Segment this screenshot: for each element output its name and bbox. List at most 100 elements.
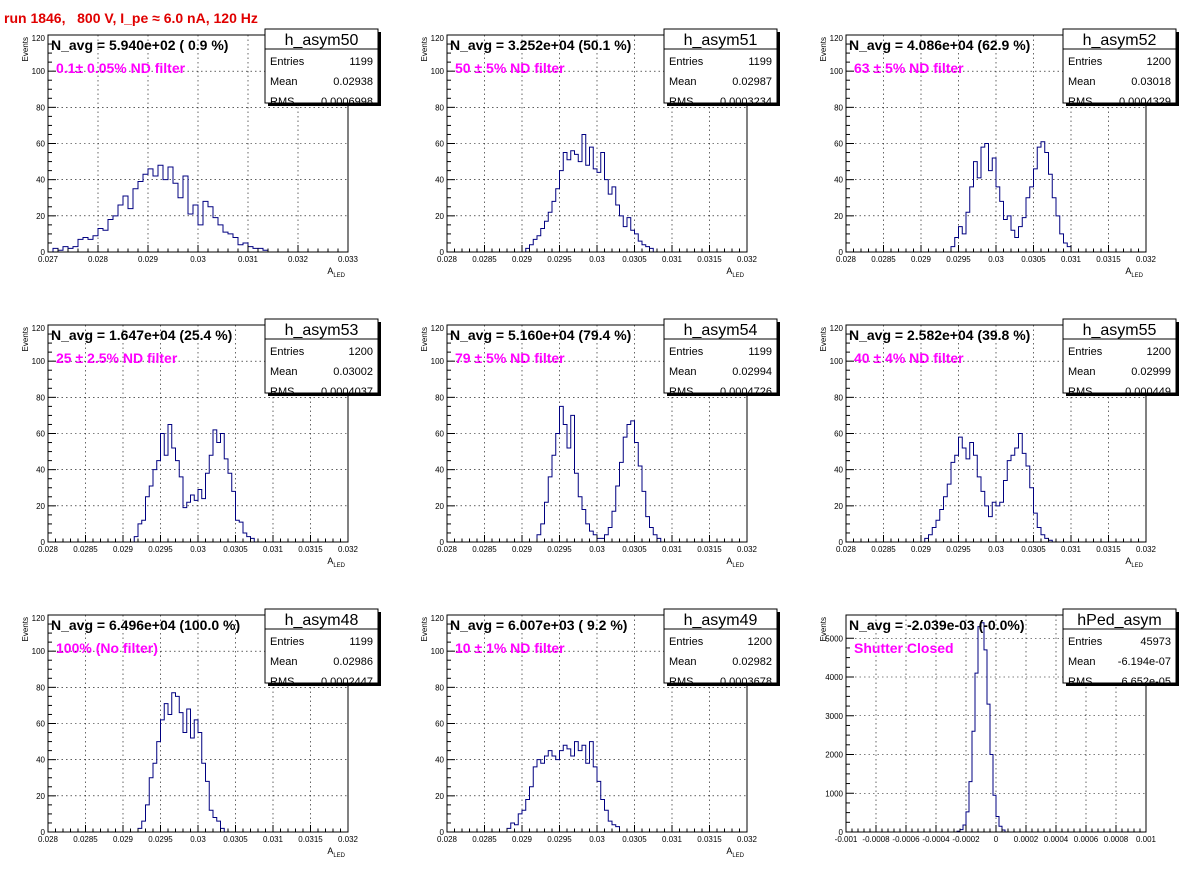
x-tick-label: 0.001 bbox=[1136, 835, 1157, 844]
y-tick-label: 1000 bbox=[825, 789, 843, 798]
x-tick-label: -0.0002 bbox=[952, 835, 980, 844]
stats-key: RMS bbox=[669, 676, 693, 688]
y-tick-label: 3000 bbox=[825, 712, 843, 721]
stats-box-shadow bbox=[667, 393, 780, 396]
stats-value: 0.02994 bbox=[732, 366, 772, 378]
x-tick-label: 0.028 bbox=[437, 835, 458, 844]
filter-annotation: 50 ± 5% ND filter bbox=[455, 60, 565, 76]
stats-key: Mean bbox=[1068, 656, 1096, 668]
y-tick-label: 60 bbox=[36, 720, 45, 729]
x-tick-label: 0.032 bbox=[288, 255, 309, 264]
x-tick-label: 0.029 bbox=[911, 255, 932, 264]
y-tick-label: 100 bbox=[431, 647, 445, 656]
stats-key: Entries bbox=[1068, 636, 1103, 648]
x-tick-label: 0.032 bbox=[737, 545, 758, 554]
x-tick-label: 0.0305 bbox=[622, 835, 647, 844]
stats-value: 6.652e-05 bbox=[1121, 676, 1171, 688]
stats-key: RMS bbox=[669, 386, 693, 398]
y-tick-label: 20 bbox=[435, 502, 444, 511]
y-tick-label: 100 bbox=[32, 67, 46, 76]
navg-label: N_avg = 6.007e+03 ( 9.2 %) bbox=[450, 617, 627, 633]
filter-annotation: 25 ± 2.5% ND filter bbox=[56, 350, 178, 366]
y-tick-label: 80 bbox=[435, 683, 444, 692]
y-tick-label: 40 bbox=[36, 756, 45, 765]
stats-box-shadow bbox=[378, 322, 381, 396]
x-tick-label: 0.029 bbox=[138, 255, 159, 264]
y-tick-label: 100 bbox=[32, 357, 46, 366]
x-tick-label: 0.031 bbox=[662, 545, 683, 554]
stats-value: 0.0002447 bbox=[321, 676, 373, 688]
y-tick-label: 4000 bbox=[825, 673, 843, 682]
x-tick-label: 0.03 bbox=[589, 835, 605, 844]
navg-label: N_avg = -2.039e-03 (-0.0%) bbox=[849, 617, 1024, 633]
x-tick-label: 0.0315 bbox=[298, 545, 323, 554]
y-tick-label: 60 bbox=[834, 140, 843, 149]
y-tick-label: 80 bbox=[435, 393, 444, 402]
y-tick-label: 80 bbox=[36, 683, 45, 692]
y-tick-label: 40 bbox=[834, 176, 843, 185]
stats-box-shadow bbox=[667, 683, 780, 686]
stats-box: h_asym55 Entries 1200 Mean 0.02999 RMS 0.00044… bbox=[1062, 318, 1179, 398]
y-tick-label: 100 bbox=[32, 647, 46, 656]
x-tick-label: -0.0006 bbox=[892, 835, 920, 844]
x-tick-label: 0.03 bbox=[190, 255, 206, 264]
x-tick-label: 0.032 bbox=[338, 835, 359, 844]
histogram-panel-h_asym55: 0.028 0.0285 0.029 0.0295 0.03 0.0305 0.031 0.0… bbox=[819, 318, 1179, 569]
x-tick-label: 0.0315 bbox=[1096, 255, 1121, 264]
histogram-line bbox=[133, 423, 255, 542]
y-axis-label: Events bbox=[420, 617, 429, 641]
histogram-name: h_asym49 bbox=[684, 612, 758, 629]
stats-box-frame bbox=[1062, 318, 1177, 394]
y-tick-label: 40 bbox=[435, 756, 444, 765]
x-tick-label: 0.027 bbox=[38, 255, 59, 264]
y-tick-label: 40 bbox=[36, 176, 45, 185]
stats-box-shadow bbox=[1176, 322, 1179, 396]
y-axis-label: Events bbox=[420, 37, 429, 61]
x-tick-label: 0.0305 bbox=[622, 255, 647, 264]
x-tick-label: 0.028 bbox=[836, 255, 857, 264]
y-tick-label: 0 bbox=[41, 828, 46, 837]
navg-label: N_avg = 5.940e+02 ( 0.9 %) bbox=[51, 37, 228, 53]
histogram-name: h_asym54 bbox=[684, 322, 758, 339]
y-tick-label: 120 bbox=[32, 324, 46, 333]
x-tick-label: 0.032 bbox=[338, 545, 359, 554]
stats-box-frame bbox=[1062, 28, 1177, 104]
stats-box-shadow bbox=[1176, 612, 1179, 686]
y-axis-label: Events bbox=[21, 617, 30, 641]
histogram-line bbox=[525, 133, 654, 252]
stats-value: 0.0003234 bbox=[720, 96, 772, 108]
y-tick-label: 0 bbox=[440, 538, 445, 547]
y-tick-label: 20 bbox=[834, 502, 843, 511]
histogram-line bbox=[536, 405, 662, 542]
x-tick-label: 0.0285 bbox=[472, 835, 497, 844]
y-tick-label: 60 bbox=[435, 430, 444, 439]
x-tick-label: 0.0315 bbox=[697, 255, 722, 264]
x-tick-label: 0.0295 bbox=[547, 545, 572, 554]
stats-box-shadow bbox=[378, 32, 381, 106]
stats-box-frame bbox=[264, 318, 379, 394]
filter-annotation: 63 ± 5% ND filter bbox=[854, 60, 964, 76]
x-tick-label: 0.0305 bbox=[1021, 545, 1046, 554]
y-tick-label: 20 bbox=[36, 502, 45, 511]
navg-label: N_avg = 4.086e+04 (62.9 %) bbox=[849, 37, 1030, 53]
stats-value: 0.03018 bbox=[1131, 76, 1171, 88]
x-tick-label: 0.0305 bbox=[223, 835, 248, 844]
x-tick-label: 0.028 bbox=[38, 545, 59, 554]
y-tick-label: 80 bbox=[435, 103, 444, 112]
y-tick-label: 100 bbox=[830, 67, 844, 76]
histogram-line bbox=[956, 622, 1006, 832]
x-tick-label: 0.0295 bbox=[547, 835, 572, 844]
y-tick-label: 60 bbox=[435, 140, 444, 149]
x-tick-label: 0.0285 bbox=[73, 835, 98, 844]
x-tick-label: 0.032 bbox=[737, 835, 758, 844]
x-axis-label: ALED bbox=[1125, 266, 1143, 279]
stats-value: 1199 bbox=[748, 56, 772, 68]
y-tick-label: 0 bbox=[41, 538, 46, 547]
stats-box-shadow bbox=[268, 103, 381, 106]
navg-label: N_avg = 6.496e+04 (100.0 %) bbox=[51, 617, 240, 633]
stats-value: 0.0004329 bbox=[1119, 96, 1171, 108]
x-tick-label: 0.028 bbox=[437, 545, 458, 554]
x-tick-label: 0.029 bbox=[512, 835, 533, 844]
stats-box-shadow bbox=[1066, 683, 1179, 686]
